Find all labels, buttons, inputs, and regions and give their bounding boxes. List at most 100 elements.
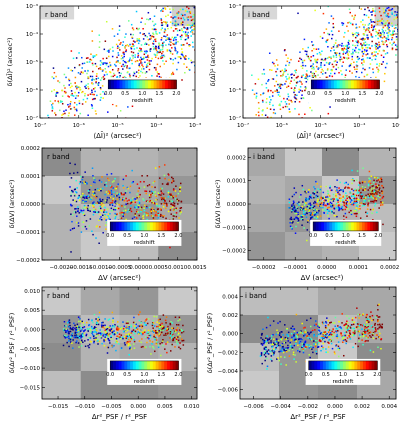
data-point (81, 209, 83, 212)
data-point (131, 330, 133, 333)
data-point (307, 46, 310, 49)
data-point (151, 186, 153, 188)
data-point (342, 51, 345, 53)
data-point (125, 33, 127, 35)
data-point (313, 75, 315, 77)
data-point (327, 325, 330, 327)
data-point (122, 63, 124, 66)
data-point (323, 200, 326, 202)
data-point (191, 24, 194, 27)
data-point (123, 197, 125, 200)
data-point (87, 94, 89, 96)
data-point (268, 52, 271, 54)
data-point (97, 320, 99, 323)
data-point (263, 347, 266, 350)
data-point (330, 56, 332, 58)
data-point (308, 210, 310, 212)
data-point (261, 83, 263, 86)
data-point (279, 104, 281, 107)
data-point (361, 193, 363, 196)
data-point (345, 192, 347, 194)
data-point (68, 319, 71, 321)
data-point (369, 57, 371, 59)
data-point (345, 44, 348, 47)
data-point (95, 113, 97, 115)
data-point (302, 351, 305, 354)
data-point (74, 163, 76, 166)
data-point (357, 58, 359, 61)
data-point (133, 325, 136, 327)
data-point (294, 108, 296, 110)
data-point (325, 61, 328, 64)
data-point (102, 62, 105, 64)
data-point (335, 54, 338, 56)
data-point (272, 333, 274, 336)
data-point (330, 321, 332, 324)
data-point (296, 81, 299, 83)
data-point (150, 48, 152, 50)
data-point (301, 346, 303, 349)
data-point (142, 214, 145, 217)
data-point (108, 326, 111, 329)
data-point (366, 28, 368, 30)
data-point (366, 330, 369, 332)
data-point (275, 333, 278, 336)
data-point (353, 198, 355, 200)
data-point (278, 86, 280, 89)
data-point (100, 336, 102, 338)
data-point (303, 345, 305, 347)
data-point (67, 106, 70, 108)
data-point (269, 337, 271, 339)
data-point (172, 180, 175, 182)
data-point (348, 40, 351, 42)
data-point (364, 325, 366, 328)
data-point (81, 62, 84, 65)
data-point (375, 30, 377, 33)
data-point (332, 56, 335, 58)
data-point (87, 330, 89, 332)
data-point (164, 348, 166, 350)
data-point (128, 324, 130, 327)
data-point (106, 196, 109, 199)
data-point (352, 51, 354, 53)
data-point (263, 342, 265, 345)
data-point (93, 337, 95, 340)
data-point (378, 7, 381, 9)
data-point (324, 326, 327, 329)
data-point (98, 202, 100, 204)
data-point (282, 72, 285, 75)
data-point (165, 23, 167, 25)
data-point (111, 203, 114, 205)
data-point (329, 340, 332, 342)
data-point (343, 204, 346, 207)
data-point (354, 200, 356, 203)
colorbar-frame (310, 79, 380, 90)
data-point (88, 327, 91, 330)
data-point (153, 15, 156, 17)
data-point (173, 43, 175, 46)
data-point (75, 341, 77, 344)
data-point (306, 75, 309, 78)
data-point (315, 203, 318, 205)
data-point (312, 72, 314, 74)
data-point (78, 199, 81, 202)
data-point (370, 34, 373, 36)
data-point (275, 346, 277, 349)
data-point (306, 319, 308, 322)
colorbar-segment (135, 360, 140, 370)
data-point (362, 203, 365, 205)
data-point (321, 336, 324, 339)
data-point (165, 334, 167, 336)
data-point (342, 190, 345, 193)
data-point (91, 89, 93, 92)
data-point (357, 313, 360, 316)
background-tile (80, 315, 120, 344)
data-point (383, 36, 386, 38)
data-point (169, 21, 172, 23)
data-point (284, 105, 287, 108)
data-point (118, 71, 121, 74)
data-point (91, 93, 94, 96)
data-point (265, 348, 267, 351)
data-point (159, 49, 162, 51)
data-point (356, 192, 359, 194)
